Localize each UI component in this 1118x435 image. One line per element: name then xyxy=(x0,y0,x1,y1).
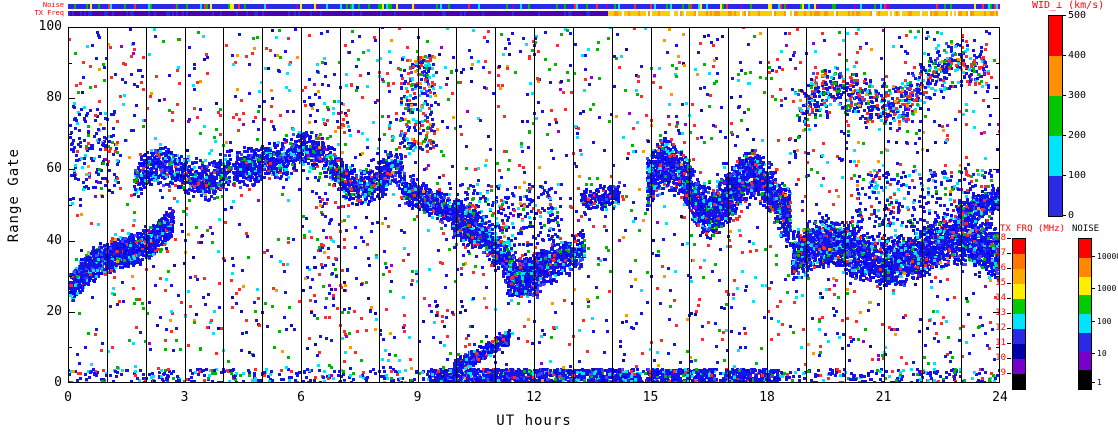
txfrq-colorbar-tick-label: 12 xyxy=(995,323,1006,333)
noise-colorbar-tick-label: 1 xyxy=(1097,378,1102,387)
wid-colorbar xyxy=(1048,15,1063,217)
txfrq-colorbar-tickmark xyxy=(1007,238,1011,239)
txfrq-colorbar xyxy=(1012,238,1026,390)
status-strips-canvas xyxy=(68,4,1000,16)
txfrq-colorbar-tick-label: 10 xyxy=(995,353,1006,363)
noise-colorbar-tickmark xyxy=(1091,256,1095,257)
wid-colorbar-tick-label: 0 xyxy=(1068,210,1075,221)
noise-colorbar-tick-label: 10 xyxy=(1097,349,1107,358)
txfrq-colorbar-tickmark xyxy=(1007,328,1011,329)
txfrq-colorbar-segment xyxy=(1013,284,1025,299)
txfrq-colorbar-tick-label: 15 xyxy=(995,278,1006,288)
noise-colorbar-tickmark xyxy=(1091,353,1095,354)
noise-colorbar-segment xyxy=(1079,295,1091,314)
x-axis-label: UT hours xyxy=(496,413,572,429)
noise-colorbar-tickmark xyxy=(1091,382,1095,383)
noise-colorbar-tick-label: 10000 xyxy=(1097,252,1118,261)
rti-plot-canvas xyxy=(68,27,1000,383)
txfrq-colorbar-segment xyxy=(1013,254,1025,269)
txfrq-colorbar-tick-label: 11 xyxy=(995,338,1006,348)
noise-colorbar-title: NOISE xyxy=(1072,224,1100,234)
wid-colorbar-tickmark xyxy=(1062,135,1066,136)
wid-colorbar-segment xyxy=(1049,16,1062,56)
x-tick-label: 24 xyxy=(992,390,1008,405)
wid-colorbar-tickmark xyxy=(1062,215,1066,216)
txfrq-colorbar-tick-label: 17 xyxy=(995,248,1006,258)
x-tick-label: 12 xyxy=(526,390,542,405)
txfreq-strip-label: TX Freq xyxy=(34,9,64,17)
wid-colorbar-tick-label: 100 xyxy=(1068,170,1087,181)
txfrq-colorbar-segment xyxy=(1013,269,1025,284)
wid-colorbar-tickmark xyxy=(1062,55,1066,56)
txfrq-colorbar-segment xyxy=(1013,329,1025,344)
wid-colorbar-tickmark xyxy=(1062,175,1066,176)
txfrq-colorbar-tick-label: 9 xyxy=(1000,368,1006,378)
txfrq-colorbar-segment xyxy=(1013,344,1025,359)
txfrq-colorbar-tickmark xyxy=(1007,343,1011,344)
txfrq-colorbar-segment xyxy=(1013,359,1025,374)
wid-colorbar-segment xyxy=(1049,136,1062,176)
x-tick-label: 3 xyxy=(180,390,189,405)
noise-colorbar-segment xyxy=(1079,370,1091,389)
noise-strip-label: Noise xyxy=(42,1,64,9)
txfrq-colorbar-tickmark xyxy=(1007,268,1011,269)
wid-colorbar-segment xyxy=(1049,56,1062,96)
noise-colorbar-segment xyxy=(1079,257,1091,277)
y-tick-label: 20 xyxy=(46,303,62,319)
noise-colorbar xyxy=(1078,238,1092,390)
txfrq-colorbar-segment xyxy=(1013,314,1025,329)
wid-colorbar-tick-label: 400 xyxy=(1068,50,1087,61)
x-tick-label: 18 xyxy=(759,390,775,405)
txfrq-colorbar-tickmark xyxy=(1007,253,1011,254)
wid-colorbar-tick-label: 500 xyxy=(1068,10,1087,21)
x-tick-label: 21 xyxy=(875,390,892,405)
txfrq-colorbar-tickmark xyxy=(1007,358,1011,359)
txfrq-colorbar-segment xyxy=(1013,299,1025,314)
y-tick-label: 100 xyxy=(38,19,62,34)
x-tick-label: 6 xyxy=(297,390,305,405)
y-tick-label: 80 xyxy=(46,90,62,106)
x-tick-label: 15 xyxy=(642,390,659,405)
wid-colorbar-segment xyxy=(1049,176,1062,216)
noise-colorbar-segment xyxy=(1079,239,1091,258)
noise-colorbar-tickmark xyxy=(1091,321,1095,322)
txfrq-colorbar-title: TX FRQ (MHz) xyxy=(1000,224,1066,234)
txfrq-colorbar-tick-label: 13 xyxy=(995,308,1006,318)
y-tick-label: 0 xyxy=(54,375,62,390)
txfrq-colorbar-tickmark xyxy=(1007,313,1011,314)
wid-colorbar-tickmark xyxy=(1062,95,1066,96)
txfrq-colorbar-tickmark xyxy=(1007,283,1011,284)
txfrq-colorbar-tick-label: 18 xyxy=(995,233,1006,243)
wid-colorbar-title: WID_⊥ (km/s) xyxy=(1032,0,1105,11)
y-axis-label: Range Gate xyxy=(6,148,22,243)
txfrq-colorbar-segment xyxy=(1013,239,1025,254)
noise-colorbar-segment xyxy=(1079,351,1091,371)
wid-colorbar-tick-label: 200 xyxy=(1068,130,1087,141)
txfrq-colorbar-tickmark xyxy=(1007,298,1011,299)
noise-colorbar-segment xyxy=(1079,276,1091,296)
noise-colorbar-tick-label: 1000 xyxy=(1097,284,1117,293)
wid-colorbar-tick-label: 300 xyxy=(1068,90,1087,101)
wid-colorbar-tickmark xyxy=(1062,15,1066,16)
x-tick-label: 0 xyxy=(64,390,72,405)
txfrq-colorbar-tick-label: 16 xyxy=(995,263,1006,273)
noise-colorbar-tickmark xyxy=(1091,288,1095,289)
y-tick-label: 40 xyxy=(46,232,62,248)
y-tick-label: 60 xyxy=(46,161,62,177)
x-tick-label: 9 xyxy=(413,390,422,405)
noise-colorbar-segment xyxy=(1079,332,1091,352)
noise-colorbar-tick-label: 100 xyxy=(1097,317,1112,326)
txfrq-colorbar-tickmark xyxy=(1007,373,1011,374)
txfrq-colorbar-segment xyxy=(1013,374,1025,389)
noise-colorbar-segment xyxy=(1079,314,1091,333)
wid-colorbar-segment xyxy=(1049,96,1062,136)
txfrq-colorbar-tick-label: 14 xyxy=(995,293,1006,303)
